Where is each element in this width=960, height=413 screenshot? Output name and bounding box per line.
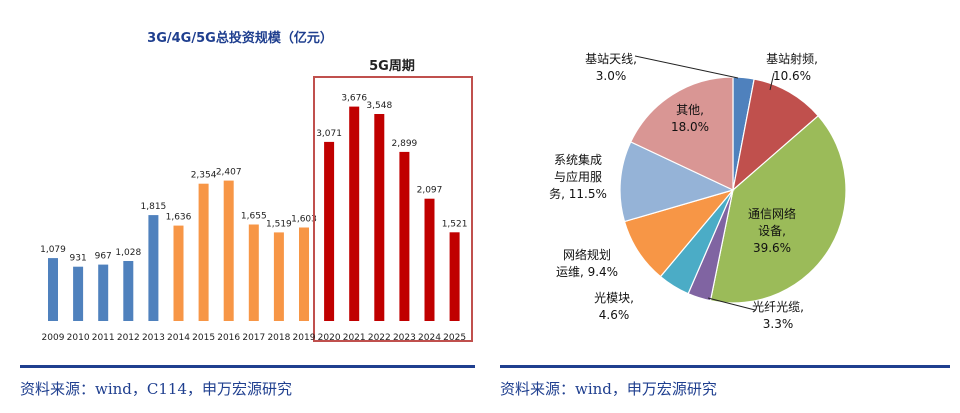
pie-leader-lines: [634, 55, 775, 311]
x-tick-label-2014: 2014: [167, 333, 190, 343]
x-tick-label-2013: 2013: [142, 333, 165, 343]
pie-label-1: 基站射频, 10.6%: [766, 51, 818, 83]
bar-2025: [449, 232, 460, 321]
pie-slices: [619, 76, 847, 304]
pie-label-5: 网络规划运维, 9.4%: [556, 247, 618, 279]
pie-slice-2: [709, 114, 847, 304]
bar-2009: [48, 258, 58, 321]
bar-value-label-2018: 1,519: [266, 219, 292, 229]
x-tick-label-2016: 2016: [217, 333, 240, 343]
right-source-divider: [500, 365, 950, 368]
bar-2010: [73, 266, 84, 321]
x-tick-label-2017: 2017: [242, 333, 265, 343]
pie-label-4: 光模块, 4.6%: [594, 291, 634, 322]
pie-label-7: 其他, 18.0%: [671, 103, 709, 134]
left-source-note: 资料来源：wind，C114，申万宏源研究: [20, 380, 293, 398]
pie-label-6: 系统集成与应用服务, 11.5%: [549, 152, 607, 201]
bar-2018: [273, 232, 284, 321]
bar-2019: [299, 227, 309, 321]
bar-value-label-2019: 1,603: [291, 215, 317, 225]
x-tick-label-2012: 2012: [117, 333, 140, 343]
bar-value-label-2012: 1,028: [115, 248, 141, 258]
bar-value-label-2014: 1,636: [166, 213, 192, 223]
right-source-note: 资料来源：wind，申万宏源研究: [500, 380, 717, 398]
pie-label-2: 通信网络设备, 39.6%: [748, 206, 796, 255]
x-tick-label-2023: 2023: [393, 333, 416, 343]
x-axis-tick-labels: 2009 2010 2011 2012 2013 2014 2015 2016 2017 2018…: [42, 333, 467, 343]
pie-leader-line-1: [769, 72, 775, 91]
5g-cycle-label: 5G周期: [369, 59, 415, 74]
x-tick-label-2020: 2020: [318, 333, 341, 343]
x-tick-label-2019: 2019: [293, 333, 316, 343]
bar-value-label-2010: 931: [70, 254, 87, 264]
x-tick-label-2024: 2024: [418, 333, 441, 343]
pie-leader-line-3: [707, 297, 756, 311]
bar-2012: [123, 261, 134, 321]
bar-value-label-2021: 3,676: [341, 94, 367, 104]
x-tick-label-2022: 2022: [368, 333, 391, 343]
5g-cycle-highlight-box: [313, 76, 473, 342]
pie-label-0: 基站天线, 3.0%: [585, 52, 637, 83]
investment-bar-chart-panel: 3G/4G/5G总投资规模（亿元） 1,079 931 967 1,028 1,815 1…: [0, 0, 480, 409]
bar-value-label-2009: 1,079: [40, 245, 66, 255]
x-tick-label-2010: 2010: [67, 333, 90, 343]
bar-2020: [324, 141, 335, 321]
bar-2017: [248, 224, 259, 321]
capex-breakdown-pie-chart: 基站天线, 3.0% 基站射频, 10.6% 通信网络设备, 39.6% 光纤光缆, 3.3%…: [549, 51, 847, 331]
pie-label-3: 光纤光缆, 3.3%: [752, 300, 804, 331]
bar-2014: [173, 225, 184, 321]
pie-slice-6: [619, 141, 735, 223]
bar-value-label-2020: 3,071: [316, 129, 342, 139]
bar-value-label-2023: 2,899: [392, 139, 418, 149]
bar-value-label-2015: 2,354: [191, 171, 217, 181]
capex-breakdown-pie-chart-panel: 基站天线, 3.0% 基站射频, 10.6% 通信网络设备, 39.6% 光纤光缆, 3.3%…: [480, 0, 960, 409]
bar-2022: [374, 114, 385, 321]
bar-value-label-2017: 1,655: [241, 212, 267, 222]
bar-value-label-2022: 3,548: [366, 101, 392, 111]
x-tick-label-2011: 2011: [92, 333, 115, 343]
x-tick-label-2025: 2025: [443, 333, 466, 343]
bar-value-label-2011: 967: [95, 252, 112, 262]
bar-2013: [148, 215, 159, 321]
bar-2016: [223, 180, 234, 321]
bar-2024: [424, 198, 435, 321]
x-tick-label-2021: 2021: [343, 333, 366, 343]
pie-labels: 基站天线, 3.0% 基站射频, 10.6% 通信网络设备, 39.6% 光纤光缆, 3.3%…: [549, 51, 818, 331]
x-tick-label-2009: 2009: [42, 333, 65, 343]
bar-value-label-2016: 2,407: [216, 168, 242, 178]
bar-value-label-2025: 1,521: [442, 219, 468, 229]
bar-2021: [349, 106, 360, 321]
x-tick-label-2015: 2015: [192, 333, 215, 343]
pie-slice-7: [629, 76, 734, 191]
bar-value-label-2024: 2,097: [417, 186, 443, 196]
pie-leader-line-0: [634, 55, 739, 79]
bar-2015: [198, 183, 209, 321]
bar-chart-title: 3G/4G/5G总投资规模（亿元）: [147, 30, 333, 46]
bar-2023: [399, 151, 410, 321]
left-source-divider: [20, 365, 475, 368]
bar-value-label-2013: 1,815: [141, 202, 167, 212]
pie-slice-1: [732, 78, 820, 192]
x-tick-label-2018: 2018: [267, 333, 290, 343]
bar-2011: [98, 264, 109, 321]
